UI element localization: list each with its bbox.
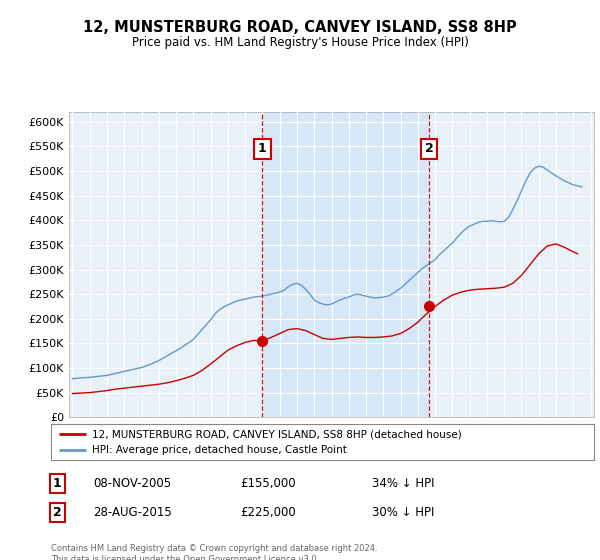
Text: 34% ↓ HPI: 34% ↓ HPI bbox=[372, 477, 434, 491]
Text: 2: 2 bbox=[53, 506, 61, 519]
Text: 1: 1 bbox=[258, 142, 267, 156]
Text: Contains HM Land Registry data © Crown copyright and database right 2024.
This d: Contains HM Land Registry data © Crown c… bbox=[51, 544, 377, 560]
Text: £155,000: £155,000 bbox=[240, 477, 296, 491]
Text: 12, MUNSTERBURG ROAD, CANVEY ISLAND, SS8 8HP (detached house): 12, MUNSTERBURG ROAD, CANVEY ISLAND, SS8… bbox=[92, 429, 461, 439]
Text: 12, MUNSTERBURG ROAD, CANVEY ISLAND, SS8 8HP: 12, MUNSTERBURG ROAD, CANVEY ISLAND, SS8… bbox=[83, 20, 517, 35]
Text: HPI: Average price, detached house, Castle Point: HPI: Average price, detached house, Cast… bbox=[92, 445, 347, 455]
Bar bbox=[262, 112, 429, 417]
Text: 1: 1 bbox=[53, 477, 61, 491]
Text: 30% ↓ HPI: 30% ↓ HPI bbox=[372, 506, 434, 519]
Text: 28-AUG-2015: 28-AUG-2015 bbox=[93, 506, 172, 519]
Text: 08-NOV-2005: 08-NOV-2005 bbox=[93, 477, 171, 491]
Text: Price paid vs. HM Land Registry's House Price Index (HPI): Price paid vs. HM Land Registry's House … bbox=[131, 36, 469, 49]
Text: 2: 2 bbox=[425, 142, 433, 156]
Text: £225,000: £225,000 bbox=[240, 506, 296, 519]
